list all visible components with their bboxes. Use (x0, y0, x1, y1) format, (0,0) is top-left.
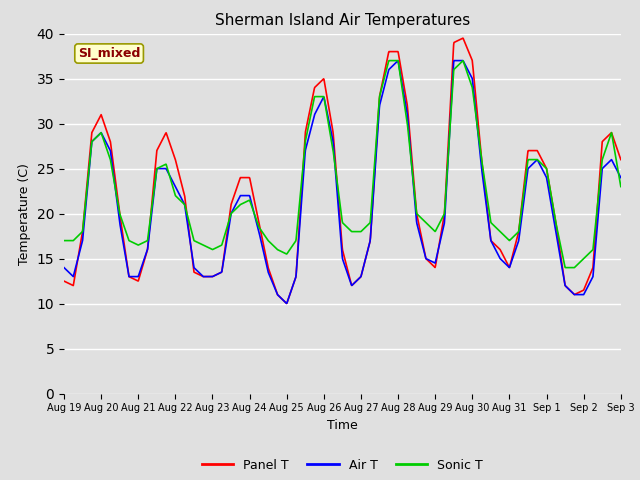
Air T (378, 96, 385, 102)
Air T (126, 274, 134, 279)
Panel T (103, 129, 111, 135)
Sonic T (318, 94, 326, 99)
Sonic T (377, 89, 385, 95)
Air T (283, 300, 291, 306)
Air T (308, 121, 316, 127)
Title: Sherman Island Air Temperatures: Sherman Island Air Temperatures (215, 13, 470, 28)
Sonic T (385, 58, 393, 63)
Line: Air T: Air T (64, 60, 621, 303)
Panel T (378, 85, 385, 91)
Panel T (459, 35, 467, 41)
Sonic T (126, 238, 134, 244)
Text: SI_mixed: SI_mixed (78, 47, 140, 60)
Panel T (318, 77, 326, 83)
Air T (60, 264, 68, 270)
Panel T (126, 274, 134, 280)
Panel T (297, 202, 305, 208)
Panel T (617, 156, 625, 162)
Sonic T (308, 108, 316, 113)
Y-axis label: Temperature (C): Temperature (C) (18, 163, 31, 264)
Air T (318, 97, 326, 103)
Sonic T (60, 238, 68, 243)
Sonic T (617, 184, 625, 190)
Air T (103, 141, 111, 147)
Sonic T (562, 264, 570, 270)
Sonic T (103, 147, 111, 153)
Air T (450, 58, 458, 63)
Line: Sonic T: Sonic T (64, 60, 621, 267)
Air T (297, 211, 305, 217)
Legend: Panel T, Air T, Sonic T: Panel T, Air T, Sonic T (196, 454, 488, 477)
Panel T (308, 96, 316, 102)
Panel T (283, 300, 291, 306)
Panel T (60, 278, 68, 284)
Air T (617, 175, 625, 180)
Line: Panel T: Panel T (64, 38, 621, 303)
Sonic T (296, 192, 304, 198)
X-axis label: Time: Time (327, 419, 358, 432)
